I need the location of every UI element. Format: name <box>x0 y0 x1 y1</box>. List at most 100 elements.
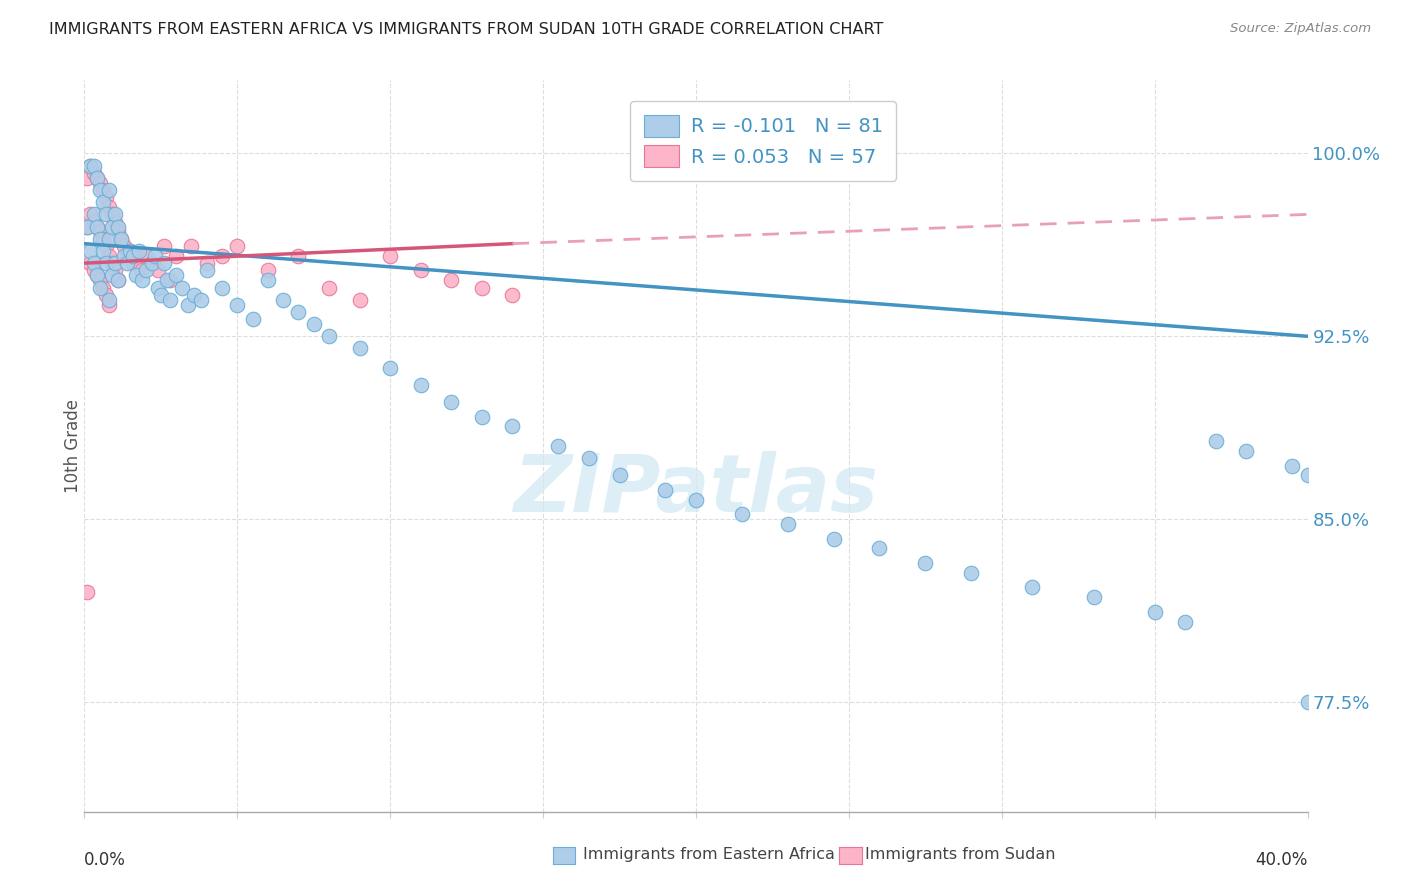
Point <box>869 541 891 556</box>
Point <box>143 249 166 263</box>
Point <box>141 256 163 270</box>
Point <box>1236 443 1258 458</box>
Point <box>89 280 111 294</box>
Point <box>146 263 169 277</box>
Point <box>165 268 187 283</box>
Point <box>318 280 340 294</box>
Point <box>107 219 129 234</box>
Point <box>91 280 114 294</box>
Point <box>1021 581 1043 595</box>
Point <box>79 256 101 270</box>
Point <box>89 273 111 287</box>
Point <box>110 232 132 246</box>
Point <box>177 297 200 311</box>
Point <box>685 492 707 507</box>
Point <box>195 263 218 277</box>
Point <box>97 183 120 197</box>
Point <box>349 342 371 356</box>
Point <box>183 288 205 302</box>
Point <box>94 288 117 302</box>
Point <box>91 244 114 258</box>
Point <box>104 256 127 270</box>
Point <box>471 280 494 294</box>
Point <box>89 183 111 197</box>
Point <box>1143 605 1166 619</box>
Text: 0.0%: 0.0% <box>84 851 127 869</box>
Point <box>94 207 117 221</box>
Point <box>211 249 233 263</box>
Point <box>91 183 114 197</box>
Point <box>380 361 402 376</box>
Point <box>86 268 108 283</box>
Point <box>156 273 179 287</box>
Point <box>76 170 98 185</box>
Point <box>128 244 150 258</box>
Point <box>318 329 340 343</box>
Point <box>287 249 309 263</box>
Point <box>380 249 402 263</box>
Point <box>94 190 117 204</box>
Point <box>120 244 142 258</box>
Point <box>83 166 105 180</box>
Point <box>89 176 111 190</box>
Point <box>97 293 120 307</box>
Point <box>86 170 108 185</box>
Point <box>107 273 129 287</box>
Point <box>153 256 176 270</box>
Point <box>128 256 150 270</box>
Point <box>83 159 105 173</box>
Point <box>302 317 325 331</box>
Point <box>86 219 108 234</box>
Point <box>97 200 120 214</box>
Point <box>83 263 105 277</box>
Point <box>211 280 233 294</box>
Point <box>141 256 163 270</box>
Point <box>226 239 249 253</box>
Point <box>131 263 153 277</box>
Point <box>1296 468 1319 483</box>
Point <box>609 468 631 483</box>
Point <box>287 305 309 319</box>
Y-axis label: 10th Grade: 10th Grade <box>65 399 82 493</box>
Point <box>440 273 463 287</box>
Point <box>1281 458 1303 473</box>
Point <box>195 256 218 270</box>
Point <box>131 273 153 287</box>
Point <box>172 280 194 294</box>
Point <box>76 585 98 599</box>
Point <box>79 244 101 258</box>
Point <box>101 268 124 283</box>
Point <box>180 239 202 253</box>
Point <box>107 273 129 287</box>
Point <box>654 483 676 497</box>
Point <box>122 249 145 263</box>
Point <box>97 297 120 311</box>
Point <box>349 293 371 307</box>
Point <box>120 244 142 258</box>
Point <box>409 263 432 277</box>
Point <box>97 249 120 263</box>
Point <box>76 219 98 234</box>
Point <box>409 378 432 392</box>
Point <box>94 239 117 253</box>
Text: Immigrants from Sudan: Immigrants from Sudan <box>865 847 1054 862</box>
Point <box>135 249 157 263</box>
Text: ZIPatlas: ZIPatlas <box>513 450 879 529</box>
Point <box>94 256 117 270</box>
Point <box>159 273 181 287</box>
Text: IMMIGRANTS FROM EASTERN AFRICA VS IMMIGRANTS FROM SUDAN 10TH GRADE CORRELATION C: IMMIGRANTS FROM EASTERN AFRICA VS IMMIGR… <box>49 22 883 37</box>
Point <box>502 419 524 434</box>
Point <box>547 439 569 453</box>
Point <box>776 516 799 531</box>
Point <box>1205 434 1227 449</box>
Point <box>101 207 124 221</box>
Point <box>125 249 148 263</box>
Point <box>271 293 294 307</box>
Point <box>89 232 111 246</box>
Point <box>107 224 129 238</box>
Point <box>86 219 108 234</box>
Point <box>135 263 157 277</box>
Point <box>76 219 98 234</box>
Point <box>1174 615 1197 629</box>
Point <box>1296 695 1319 709</box>
